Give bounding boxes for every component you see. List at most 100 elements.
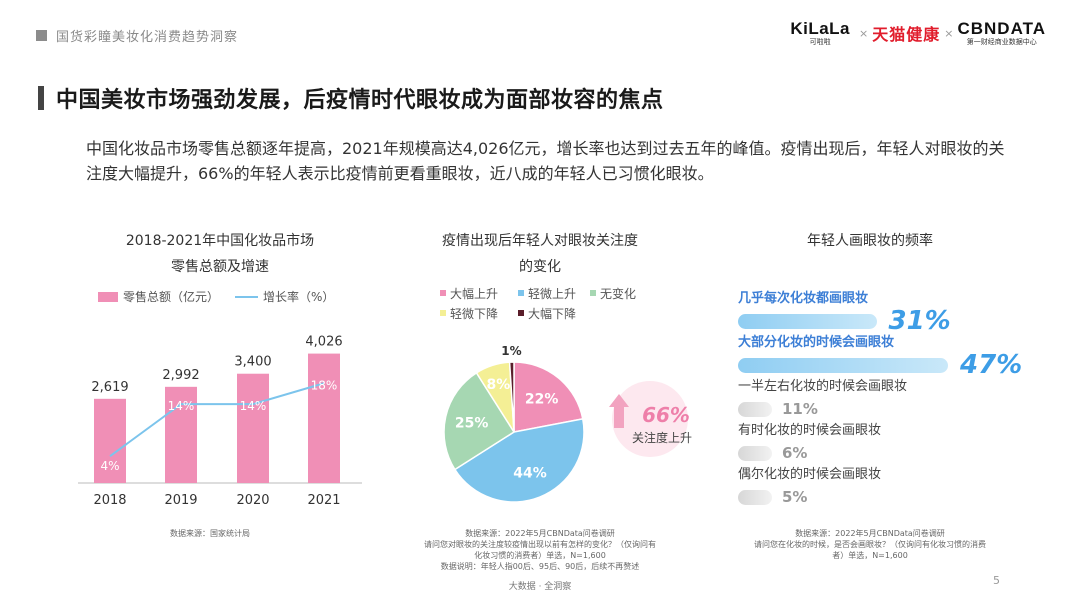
- pie-slice-label: 1%: [501, 344, 521, 358]
- frequency-item: 偶尔化妆的时候会画眼妆 5%: [738, 466, 1038, 510]
- x-tick-label: 2019: [164, 493, 197, 508]
- growth-rate-label: 18%: [311, 378, 338, 392]
- section-title: 国货彩瞳美妆化消费趋势洞察: [56, 30, 239, 45]
- frequency-row: 6%: [738, 440, 1038, 466]
- sales-value-label: 3,400: [234, 355, 271, 370]
- frequency-bar: [738, 401, 772, 417]
- frequency-row: 5%: [738, 484, 1038, 510]
- partner-logos: KiLaLa 可啦啦 × 天猫健康 × CBNDATA 第一财经商业数据中心: [790, 19, 1046, 47]
- frequency-label: 有时化妆的时候会画眼妆: [738, 423, 882, 438]
- pie-legend-label: 轻微上升: [528, 287, 576, 301]
- chart1-title-line2: 零售总额及增速: [171, 259, 269, 275]
- pie-legend-swatch: [518, 310, 524, 316]
- kilala-logo: KiLaLa 可啦啦: [790, 19, 851, 47]
- kilala-logo-subtext: 可啦啦: [809, 38, 831, 46]
- attention-callout: 66% 关注度上升: [609, 381, 692, 457]
- cbndata-logo-text: CBNDATA: [957, 19, 1046, 38]
- pie-slice: [453, 418, 585, 503]
- chart1-title-line1: 2018-2021年中国化妆品市场: [125, 233, 315, 249]
- cbndata-logo-subtext: 第一财经商业数据中心: [966, 38, 1037, 46]
- legend-label-line: 增长率（%）: [263, 289, 334, 304]
- frequency-bar: [738, 445, 772, 461]
- pie-legend-label: 大幅下降: [528, 306, 576, 321]
- frequency-label: 一半左右化妆的时候会画眼妆: [738, 379, 908, 394]
- sales-value-label: 2,992: [162, 368, 199, 383]
- chart1-legend: 零售总额（亿元） 增长率（%）: [98, 289, 334, 304]
- chart2-title: 疫情出现后年轻人对眼妆关注度 的变化: [400, 228, 680, 280]
- chart2-title-line2: 的变化: [519, 259, 561, 275]
- chart3-source: 数据来源：2022年5月CBNData问卷调研 请问您在化妆的时候，是否会画眼妆…: [720, 528, 1020, 561]
- growth-rate-label: 4%: [100, 459, 119, 473]
- eye-makeup-frequency-chart: 几乎每次化妆都画眼妆 31% 大部分化妆的时候会画眼妆 47% 一半左右化妆的时候会画眼…: [738, 290, 1038, 510]
- pie-legend-swatch: [440, 290, 446, 296]
- pie-slice: [513, 361, 584, 433]
- chart1-title: 2018-2021年中国化妆品市场 零售总额及增速: [60, 228, 380, 280]
- growth-rate-label: 14%: [240, 399, 267, 413]
- up-arrow-icon: [609, 394, 629, 428]
- frequency-value: 5%: [782, 488, 808, 506]
- logo-separator: ×: [944, 26, 954, 40]
- page-number: 5: [993, 574, 1000, 587]
- x-tick-label: 2020: [236, 493, 269, 508]
- frequency-value: 6%: [782, 444, 808, 462]
- growth-rate-line: [109, 382, 325, 457]
- cbndata-logo: CBNDATA 第一财经商业数据中心: [957, 19, 1046, 47]
- frequency-item: 一半左右化妆的时候会画眼妆 11%: [738, 378, 1038, 422]
- legend-swatch-bar: [98, 292, 118, 302]
- frequency-item: 有时化妆的时候会画眼妆 6%: [738, 422, 1038, 466]
- tmall-health-logo: 天猫健康: [872, 25, 941, 44]
- frequency-row: 11%: [738, 396, 1038, 422]
- section-header: 国货彩瞳美妆化消费趋势洞察: [36, 26, 238, 45]
- pie-slice: [443, 371, 516, 471]
- pie-slice-label: 22%: [525, 392, 559, 408]
- frequency-bar: [738, 357, 948, 373]
- frequency-bar: [738, 489, 772, 505]
- sales-bar: [308, 353, 340, 483]
- pie-legend-swatch: [518, 290, 524, 296]
- chart3-source-line1: 数据来源：2022年5月CBNData问卷调研: [795, 529, 945, 538]
- section-marker: [36, 30, 47, 41]
- retail-sales-chart: 零售总额（亿元） 增长率（%） 2,619 2018 2,992 2019 3,400 2…: [78, 289, 362, 508]
- kilala-logo-text: KiLaLa: [790, 19, 851, 38]
- pie-slice: [508, 361, 515, 433]
- legend-label-bar: 零售总额（亿元）: [123, 289, 219, 304]
- chart2-title-line1: 疫情出现后年轻人对眼妆关注度: [442, 233, 638, 249]
- frequency-bar: [738, 313, 877, 329]
- chart2-source-line1: 数据来源：2022年5月CBNData问卷调研: [465, 529, 615, 538]
- chart3-source-line2: 请问您在化妆的时候，是否会画眼妆？（仅询问有化妆习惯的消费: [754, 540, 986, 549]
- pie-legend-label: 无变化: [600, 286, 636, 301]
- pie-legend-swatch: [590, 290, 596, 296]
- growth-rate-label: 14%: [168, 399, 195, 413]
- sales-value-label: 4,026: [305, 335, 342, 350]
- page-title: 中国美妆市场强劲发展，后疫情时代眼妆成为面部妆容的焦点: [56, 88, 664, 113]
- chart2-source-line3: 化妆习惯的消费者）单选，N=1,600: [474, 551, 606, 560]
- callout-bubble: [612, 381, 688, 457]
- intro-paragraph: 中国化妆品市场零售总额逐年提高，2021年规模高达4,026亿元，增长率也达到过…: [86, 139, 1005, 183]
- frequency-item: 几乎每次化妆都画眼妆 31%: [738, 290, 1038, 336]
- x-tick-label: 2018: [93, 493, 126, 508]
- frequency-label: 偶尔化妆的时候会画眼妆: [738, 467, 882, 482]
- frequency-label: 大部分化妆的时候会画眼妆: [738, 335, 895, 350]
- chart2-source-line4: 数据说明：年轻人指00后、95后、90后，后续不再赘述: [440, 562, 640, 571]
- sales-value-label: 2,619: [91, 380, 128, 395]
- pie-slice-label: 25%: [455, 416, 489, 432]
- sales-bar: [165, 386, 197, 483]
- pie-legend-label: 大幅上升: [450, 286, 498, 301]
- title-accent-bar: [38, 86, 44, 110]
- chart3-title: 年轻人画眼妆的频率: [807, 233, 933, 249]
- chart1-source: 数据来源：国家统计局: [170, 529, 250, 538]
- frequency-value: 31%: [888, 306, 951, 336]
- logo-separator: ×: [859, 26, 869, 40]
- pie-legend-label: 轻微下降: [450, 307, 498, 321]
- pie-slice-label: 8%: [487, 377, 511, 393]
- callout-value: 66%: [642, 403, 690, 427]
- frequency-row: 31%: [738, 306, 1038, 336]
- pie-legend-swatch: [440, 310, 446, 316]
- frequency-value: 47%: [960, 350, 1023, 380]
- sales-bar: [237, 373, 269, 483]
- sales-bar: [94, 398, 126, 483]
- pie-slice-label: 44%: [513, 465, 547, 481]
- frequency-label: 几乎每次化妆都画眼妆: [738, 291, 869, 306]
- frequency-item: 大部分化妆的时候会画眼妆 47%: [738, 334, 1038, 380]
